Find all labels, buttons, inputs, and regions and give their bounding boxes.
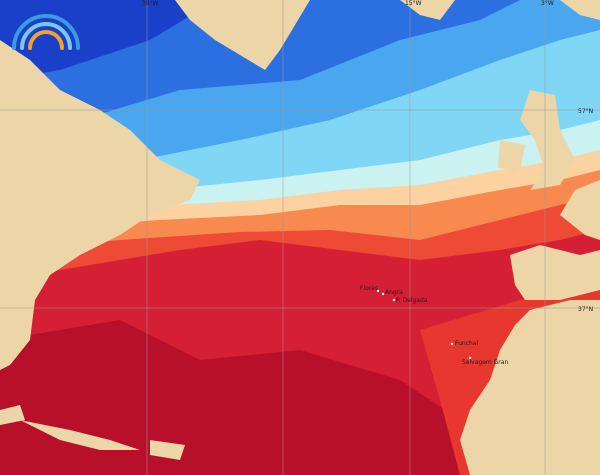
ocean-band-8 (0, 0, 220, 80)
place-label: Selvagem Gran (462, 359, 508, 366)
africa (460, 300, 600, 475)
france (560, 180, 600, 240)
iceland (400, 0, 455, 20)
greenland (175, 0, 310, 70)
grid-label: 39°W (142, 0, 159, 7)
hispaniola (150, 440, 185, 460)
cuba (20, 420, 140, 450)
norway (560, 0, 600, 20)
florida-tip (0, 405, 25, 425)
place-label: P. Delgada (396, 297, 428, 304)
logo-arc (12, 14, 80, 50)
grid-label: 15°W (405, 0, 422, 7)
place-dot (376, 289, 380, 293)
place-dot (381, 292, 385, 296)
grid-label: 3°W (541, 0, 554, 7)
place-dot (468, 356, 472, 360)
place-dot (392, 298, 396, 302)
place-label: Angra (385, 289, 403, 296)
place-dots (376, 289, 472, 360)
logo (12, 14, 80, 50)
logo-arc (20, 22, 72, 50)
ireland (498, 140, 525, 170)
place-label: Flores (360, 285, 378, 292)
place-dot (450, 342, 454, 346)
grid-label: 37°N (578, 306, 593, 313)
great-britain (520, 90, 575, 190)
place-label: Funchal (455, 340, 479, 347)
north-america (0, 40, 200, 370)
ocean-warmest (0, 320, 470, 475)
logo-arc (28, 30, 64, 50)
grid-label: 57°N (578, 108, 593, 115)
iberia (510, 245, 600, 300)
